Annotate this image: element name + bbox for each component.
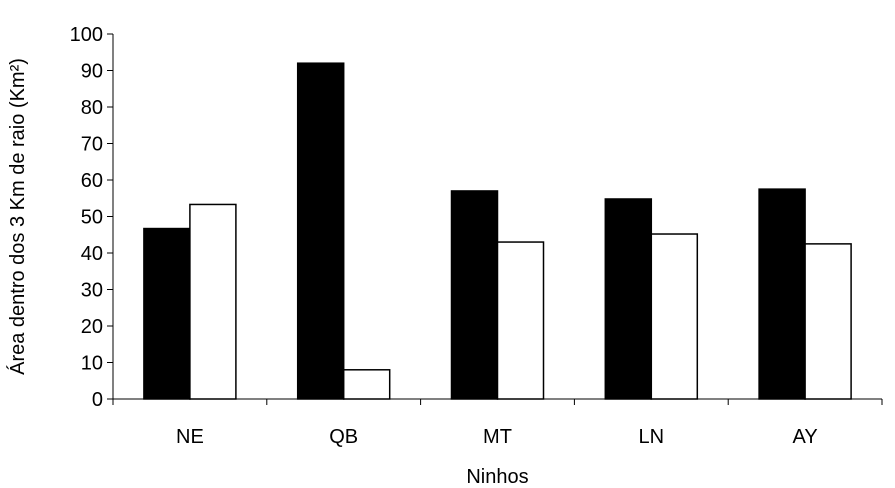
bar-series-2-ay <box>804 243 852 400</box>
x-axis: NE QB MT LN AY <box>112 398 883 448</box>
y-tick-label: 60 <box>81 170 103 192</box>
bar-series-1-qb <box>296 62 345 400</box>
x-tick-label: NE <box>176 426 204 448</box>
y-tick-label: 10 <box>81 353 103 375</box>
y-tick-label: 30 <box>81 280 103 302</box>
x-tick-label: QB <box>329 426 358 448</box>
bars <box>143 62 852 400</box>
y-tick-label: 20 <box>81 316 103 338</box>
y-tick-label: 40 <box>81 243 103 265</box>
bar-series-2-ne <box>189 203 237 400</box>
x-axis-title: Ninhos <box>466 466 528 488</box>
y-axis-title: Área dentro dos 3 Km de raio (Km²) <box>6 58 29 375</box>
bar-series-1-ne <box>143 227 191 400</box>
y-tick-label: 50 <box>81 207 103 229</box>
bar-series-1-ln <box>604 198 653 400</box>
y-tick-label: 100 <box>70 24 103 46</box>
bar-series-1-ay <box>758 188 806 400</box>
bar-series-2-qb <box>342 369 391 400</box>
y-axis: 0 10 20 30 40 50 60 70 80 90 100 <box>70 24 114 411</box>
x-tick-label: AY <box>792 426 817 448</box>
y-tick-label: 90 <box>81 61 103 83</box>
x-tick-label: LN <box>639 426 665 448</box>
bar-series-2-ln <box>650 233 699 400</box>
bar-series-1-mt <box>450 190 499 400</box>
bar-series-2-mt <box>496 241 545 400</box>
y-tick-label: 0 <box>92 389 103 411</box>
y-tick-label: 70 <box>81 134 103 156</box>
y-tick-label: 80 <box>81 97 103 119</box>
x-tick-label: MT <box>483 426 512 448</box>
